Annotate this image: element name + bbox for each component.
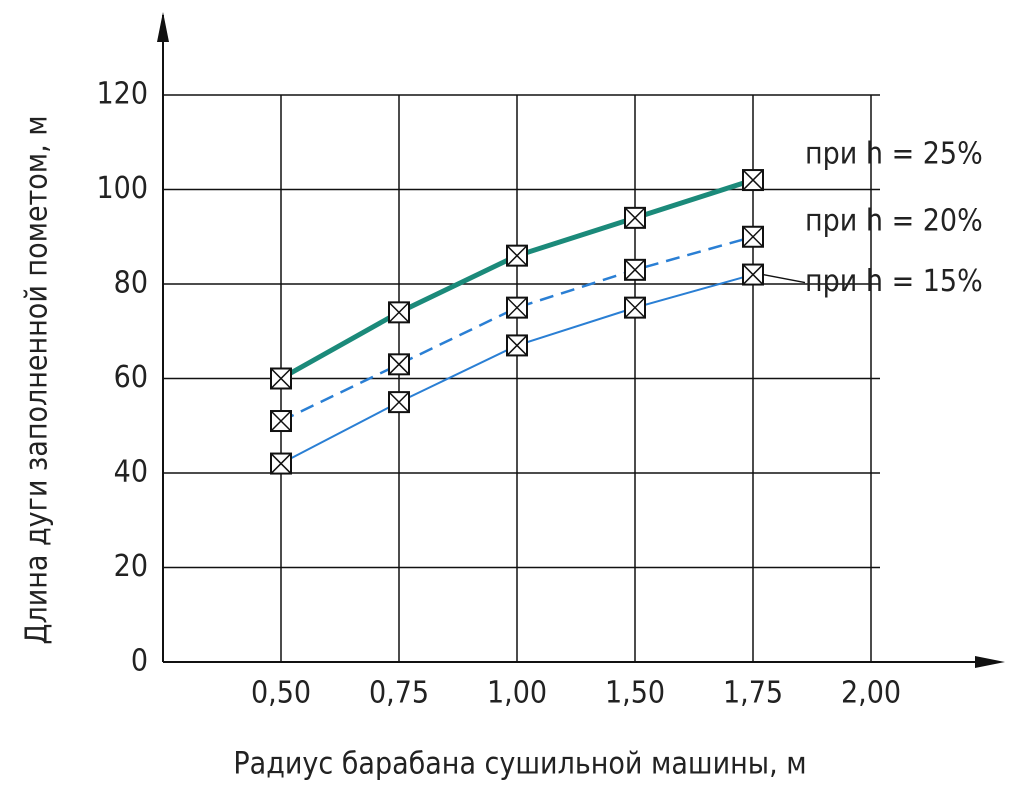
point-marker: [506, 296, 528, 319]
y-tick-label: 40: [114, 455, 148, 490]
x-tick-label: 1,00: [487, 676, 547, 711]
y-tick-label: 80: [114, 266, 148, 301]
point-marker: [388, 301, 410, 324]
leader-line: [762, 273, 806, 284]
point-marker: [624, 296, 646, 319]
point-marker: [506, 334, 528, 357]
point-marker: [270, 452, 292, 475]
y-tick-label: 60: [114, 360, 148, 395]
point-marker: [742, 169, 764, 192]
point-marker: [742, 263, 764, 286]
point-marker: [506, 244, 528, 267]
legend-label: при h = 25%: [805, 137, 983, 172]
y-axis-title: Длина дуги заполненной пометом, м: [20, 115, 55, 644]
y-tick-label: 20: [114, 549, 148, 584]
y-tick-label: 100: [96, 171, 148, 206]
point-marker: [270, 410, 292, 433]
x-tick-label: 1,50: [605, 676, 665, 711]
point-marker: [270, 367, 292, 390]
y-arrow: [157, 12, 169, 42]
point-marker: [742, 225, 764, 248]
legend-label: при h = 15%: [805, 264, 983, 299]
series-line: [280, 235, 754, 423]
y-tick-label: 120: [96, 77, 148, 112]
x-tick-label: 0,50: [251, 676, 311, 711]
point-marker: [624, 258, 646, 281]
x-tick-label: 1,75: [723, 676, 783, 711]
x-axis-title: Радиус барабана сушильной машины, м: [233, 747, 806, 782]
x-tick-label: 2,00: [841, 676, 901, 711]
x-arrow: [975, 656, 1005, 668]
x-tick-label: 0,75: [369, 676, 429, 711]
point-marker: [388, 391, 410, 414]
legend-label: при h = 20%: [805, 203, 983, 238]
y-tick-label: 0: [131, 644, 148, 679]
point-marker: [624, 206, 646, 229]
point-marker: [388, 353, 410, 376]
